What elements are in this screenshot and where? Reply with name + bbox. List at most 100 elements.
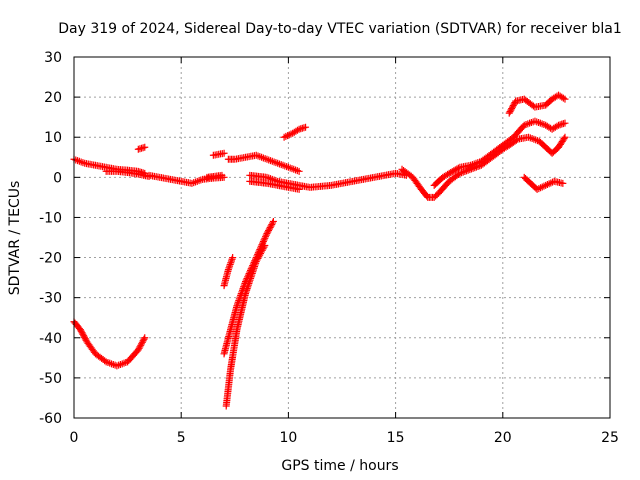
data-point <box>259 245 267 253</box>
data-point <box>268 220 276 228</box>
data-point <box>254 254 262 262</box>
data-point <box>81 335 89 343</box>
data-point <box>450 167 458 175</box>
x-tick-label: 25 <box>601 430 619 446</box>
x-tick-label: 0 <box>70 430 79 446</box>
data-point <box>266 223 274 231</box>
series-arc-18 <box>222 242 269 410</box>
data-point <box>269 219 277 227</box>
data-point <box>257 250 265 258</box>
data-point <box>508 103 516 111</box>
series-arc-16 <box>220 254 237 290</box>
series-arc-6 <box>209 149 228 159</box>
data-point <box>135 344 143 352</box>
chart-title: Day 319 of 2024, Sidereal Day-to-day VTE… <box>58 21 621 37</box>
data-point <box>464 166 472 174</box>
data-point <box>226 260 234 268</box>
data-point <box>220 149 228 157</box>
data-point <box>533 185 541 193</box>
data-point <box>80 332 88 340</box>
data-point <box>265 226 273 234</box>
x-tick-label: 20 <box>494 430 512 446</box>
x-tick-label: 10 <box>279 430 297 446</box>
data-point <box>257 248 265 256</box>
data-point <box>226 262 234 270</box>
data-point <box>505 109 513 117</box>
data-point <box>78 329 86 337</box>
data-point <box>253 256 261 264</box>
grid <box>74 57 610 418</box>
data-point <box>451 166 459 174</box>
data-point <box>561 119 569 127</box>
data-point <box>258 246 266 254</box>
data-point <box>448 168 456 176</box>
data-point <box>265 225 273 233</box>
data-point <box>466 166 474 174</box>
data-point <box>261 234 269 242</box>
series-arc-11 <box>398 133 569 201</box>
series-arc-13 <box>505 91 569 117</box>
y-tick-label: -10 <box>39 210 62 226</box>
data-point <box>295 167 303 175</box>
data-point <box>256 251 264 259</box>
data-point <box>553 122 561 130</box>
data-point <box>542 181 550 189</box>
data-point <box>547 179 555 187</box>
y-tick-label: -40 <box>39 331 62 347</box>
data-point <box>269 217 277 225</box>
data-point <box>263 229 271 237</box>
data-point <box>561 95 569 103</box>
x-axis-label: GPS time / hours <box>281 458 398 474</box>
data-point <box>228 255 236 263</box>
data-point <box>137 341 145 349</box>
data-point <box>80 333 88 341</box>
series-arc-12 <box>430 117 569 189</box>
data-point <box>302 123 310 131</box>
data-point <box>225 264 233 272</box>
data-point <box>543 181 551 189</box>
series-arc-9 <box>246 169 410 191</box>
data-point <box>134 346 142 354</box>
y-tick-label: -20 <box>39 251 62 267</box>
y-tick-label: -50 <box>39 371 62 387</box>
data-point <box>227 257 235 265</box>
data-point <box>267 222 275 230</box>
data-point <box>140 335 148 343</box>
data-point <box>507 106 515 114</box>
data-point <box>139 337 147 345</box>
series-arc-5 <box>224 151 303 175</box>
data-point <box>545 180 553 188</box>
data-point <box>261 242 269 250</box>
data-point <box>280 133 288 141</box>
data-point <box>537 184 545 192</box>
data-point <box>454 164 462 172</box>
series-arc-4 <box>203 171 226 181</box>
data-point <box>445 169 453 177</box>
data-point <box>224 266 232 274</box>
data-point <box>294 126 302 134</box>
series-arc-3 <box>102 167 153 181</box>
data-point <box>138 340 146 348</box>
data-point <box>141 334 149 342</box>
data-point <box>262 233 270 241</box>
data-point <box>508 105 516 113</box>
data-point <box>284 132 292 140</box>
data-point <box>453 165 461 173</box>
data-point <box>76 326 84 334</box>
y-tick-label: -30 <box>39 291 62 307</box>
y-tick-label: 0 <box>53 170 62 186</box>
data-point <box>509 102 517 110</box>
data-point <box>145 173 153 181</box>
data-point <box>264 228 272 236</box>
y-tick-label: 20 <box>44 90 62 106</box>
y-tick-label: 30 <box>44 50 62 66</box>
data-point <box>282 132 290 140</box>
data-point <box>295 185 303 193</box>
data-point <box>138 338 146 346</box>
data-point <box>559 179 567 187</box>
y-axis-label: SDTVAR / TECUs <box>7 181 23 296</box>
data-point <box>77 327 85 335</box>
data-point <box>227 259 235 267</box>
data-point <box>141 143 149 151</box>
